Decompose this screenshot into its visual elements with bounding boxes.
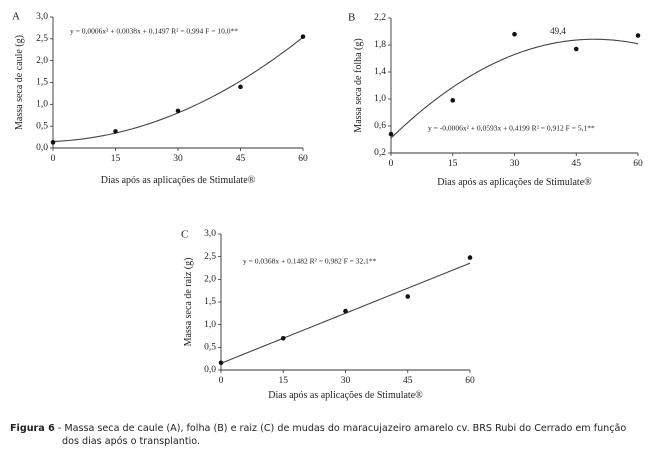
panel-c-ytick-label: 1,5 xyxy=(204,297,216,307)
panel-c-xtick-label: 15 xyxy=(279,376,289,386)
panel-a-xtick-label: 30 xyxy=(173,154,183,164)
panel-c-xtick-label: 60 xyxy=(465,376,475,386)
panel-c-ytick-label: 2,0 xyxy=(204,275,216,285)
panel-a-ytick-label: 2,5 xyxy=(36,34,48,44)
caption-label: Figura 6 xyxy=(10,423,55,434)
panel-b-ytick-label: 2,2 xyxy=(374,13,386,23)
panel-b-x-axis-label: Dias após as aplicações de Stimulate® xyxy=(437,177,592,188)
panel-b-data-point xyxy=(450,98,455,103)
panel-c-ytick-label: 0,0 xyxy=(204,365,216,375)
panel-a-data-point xyxy=(238,85,243,90)
panel-c-letter: C xyxy=(181,229,188,241)
panel-c-ytick-label: 0,5 xyxy=(204,343,216,353)
panel-b-letter: B xyxy=(348,12,355,24)
panel-c-x-axis-label: Dias após as aplicações de Stimulate® xyxy=(268,390,423,401)
panel-c-data-point xyxy=(468,255,473,260)
panel-a-fit-curve xyxy=(53,37,303,141)
panel-b-data-point xyxy=(574,47,579,52)
caption-text-line2: dos dias após o transplantio. xyxy=(10,435,658,448)
panel-c-ytick-label: 3,0 xyxy=(204,229,216,239)
panel-a-ytick-label: 1,0 xyxy=(36,100,48,110)
figure-caption: Figura 6 - Massa seca de caule (A), folh… xyxy=(10,422,658,448)
panel-c-equation: y = 0,0368x + 0,1482 R² = 0,982 F = 32,1… xyxy=(243,257,377,266)
panel-b-xtick-label: 15 xyxy=(448,159,458,169)
panel-a-data-point xyxy=(113,129,118,134)
panel-a-ytick-label: 0,5 xyxy=(36,121,48,131)
panel-c-ytick-label: 1,0 xyxy=(204,320,216,330)
panel-b-data-point xyxy=(636,33,641,38)
panel-b-y-axis-label: Massa seca de folha (g) xyxy=(353,38,364,132)
panel-c-data-point xyxy=(219,360,224,365)
panel-a-data-point xyxy=(176,109,181,114)
panel-b-ytick-label: 0,2 xyxy=(374,148,386,158)
panel-b-xtick-label: 60 xyxy=(633,159,643,169)
figure-charts: A 0,0 0,5 1,0 1,5 2,0 2,5 3,0 0 15 30 45 60 Dias após… xyxy=(0,0,660,415)
panel-c-data-point xyxy=(343,309,348,314)
panel-c-xtick-label: 0 xyxy=(219,376,224,386)
panel-b-annotation: 49,4 xyxy=(550,26,566,36)
panel-a-xtick-label: 0 xyxy=(51,154,56,164)
panel-c-xtick-label: 45 xyxy=(403,376,413,386)
panel-a-data-point xyxy=(51,140,56,145)
panel-a-ytick-label: 1,5 xyxy=(36,78,48,88)
panel-b-ytick-label: 1,0 xyxy=(374,94,386,104)
panel-c-xtick-label: 30 xyxy=(341,376,351,386)
panel-b-data-point xyxy=(512,32,517,37)
panel-a-xtick-label: 60 xyxy=(298,154,308,164)
panel-b-data-point xyxy=(389,132,394,137)
panel-a-ytick-label: 2,0 xyxy=(36,56,48,66)
panel-a-letter: A xyxy=(12,11,20,23)
panel-a-ytick-label: 3,0 xyxy=(36,12,48,22)
caption-text-line1: - Massa seca de caule (A), folha (B) e r… xyxy=(55,423,627,434)
panel-b-ytick-label: 0,6 xyxy=(374,121,386,131)
panel-a-xtick-label: 15 xyxy=(111,154,121,164)
panel-b-ytick-label: 1,8 xyxy=(374,40,386,50)
panel-a-y-axis-label: Massa seca de caule (g) xyxy=(14,35,25,130)
panel-b-xtick-label: 30 xyxy=(510,159,520,169)
panel-b-ytick-label: 1,4 xyxy=(374,67,386,77)
panel-c-data-point xyxy=(281,336,286,341)
panel-b-xtick-label: 45 xyxy=(572,159,582,169)
panel-c-ytick-label: 2,5 xyxy=(204,252,216,262)
panel-b-xtick-label: 0 xyxy=(389,159,394,169)
panel-a-equation: y = 0,0006x² + 0,0038x + 0,1497 R² = 0,9… xyxy=(70,27,238,36)
panel-c-y-axis-label: Massa seca de raiz (g) xyxy=(183,258,194,347)
panel-a-x-axis-label: Dias após as aplicações de Stimulate® xyxy=(101,175,256,186)
panel-b-equation: y = -0,0006x² + 0,0593x + 0,4199 R² = 0,… xyxy=(428,124,595,133)
panel-a-data-point xyxy=(301,34,306,39)
panel-c-data-point xyxy=(405,294,410,299)
panel-a-ytick-label: 0,0 xyxy=(36,143,48,153)
panel-a-xtick-label: 45 xyxy=(236,154,246,164)
